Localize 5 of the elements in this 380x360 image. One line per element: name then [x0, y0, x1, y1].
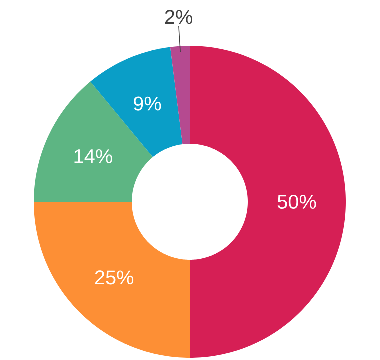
data-label: 50%: [278, 194, 316, 210]
data-label: 14%: [74, 149, 112, 164]
data-label: 25%: [95, 270, 134, 285]
data-label: 9%: [134, 96, 162, 111]
data-label: 2%: [165, 10, 192, 24]
